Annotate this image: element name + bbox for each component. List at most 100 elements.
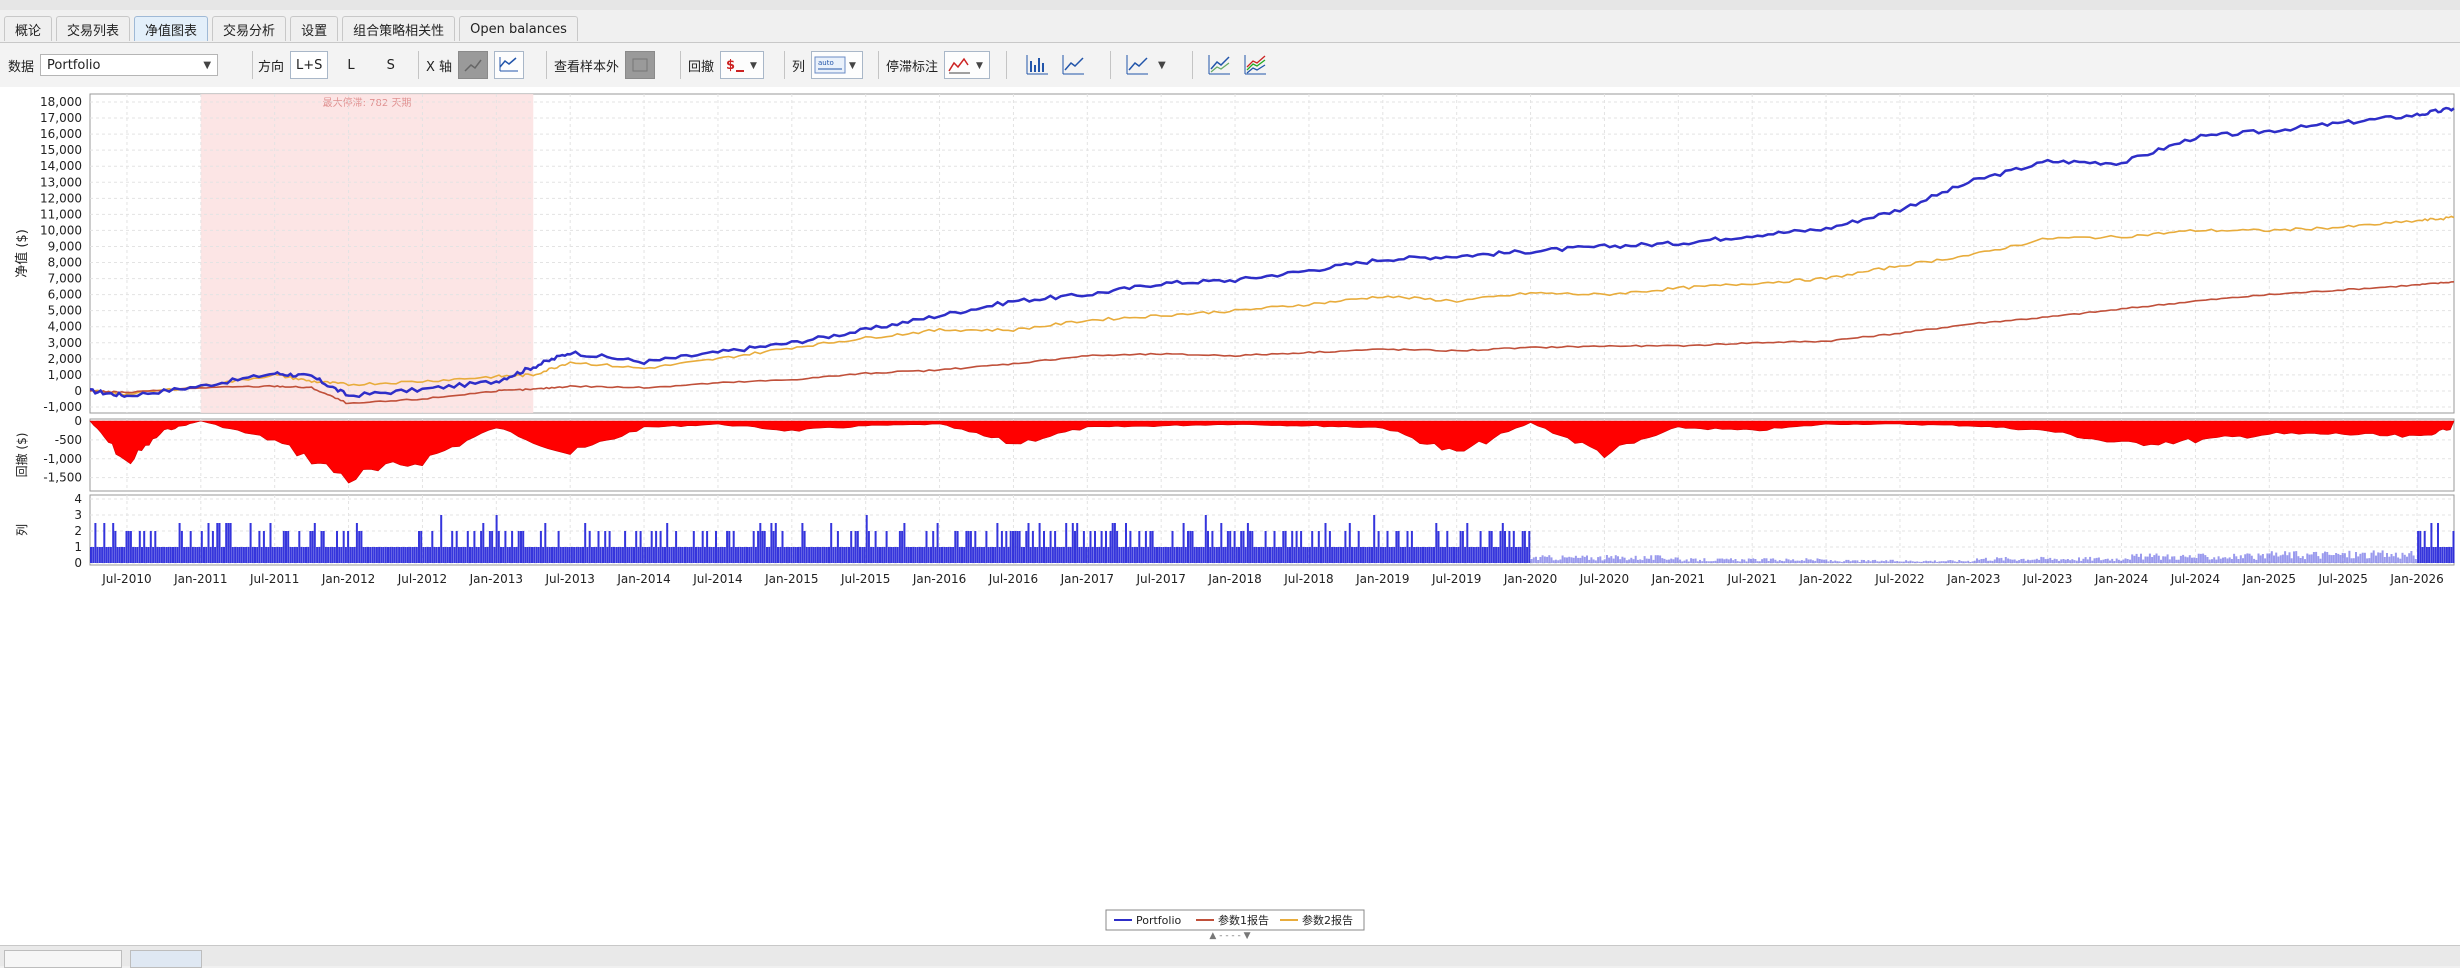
bar [2414,559,2417,563]
bar [1758,561,1761,563]
bar [2080,560,2083,563]
drawdown-dollar-icon[interactable]: $ ▼ [720,51,765,79]
bar [134,547,137,563]
compare-portfolio-icon[interactable] [1204,51,1234,79]
xaxis-trades-icon[interactable] [458,51,489,79]
bar [2129,559,2131,563]
xtick-label: Jul-2021 [1727,572,1777,586]
bar [1683,560,1686,563]
bar [1153,547,1156,563]
bar [969,531,972,563]
bar [1550,557,1553,563]
bottom-tab-active[interactable] [130,950,202,968]
bar [211,531,214,563]
bar [1215,547,1218,563]
bar [799,547,802,563]
bar [2213,557,2216,563]
bar [697,547,700,563]
bar [546,547,549,563]
bar [2297,556,2300,563]
tab-settings[interactable]: 设置 [290,16,339,41]
chevron-down-icon: ▼ [203,59,212,71]
tab-equity-chart[interactable]: 净值图表 [134,16,209,41]
direction-option-ls[interactable]: L+S [290,51,329,79]
line-chart-icon[interactable] [1058,51,1088,79]
bar [138,531,141,563]
bar [1003,547,1006,563]
bar [996,523,999,563]
bar [1094,531,1096,563]
out-of-sample-icon[interactable] [625,51,656,79]
tab-trade-analysis[interactable]: 交易分析 [212,16,287,41]
compare-all-icon[interactable] [1240,51,1270,79]
bar [2058,560,2060,563]
tab-open-balances[interactable]: Open balances [459,16,578,41]
bar [2060,559,2063,563]
bar [1661,558,1664,563]
bar [1455,547,1458,563]
bar [2259,555,2262,563]
bar [1964,561,1967,563]
bottom-tab[interactable] [4,950,122,968]
bar [2348,550,2351,563]
bar [2288,552,2291,563]
bar [1133,547,1136,563]
bar [963,547,966,563]
bar [424,547,427,563]
drawdown-ytick-label: 0 [74,414,82,428]
bar [1816,558,1819,563]
direction-option-l[interactable]: L [347,57,355,73]
bar [2321,553,2324,563]
overlay-chart-icon[interactable] [1122,51,1152,79]
bar [1342,547,1345,563]
tab-overview[interactable]: 概论 [4,16,53,41]
bar [1448,547,1451,563]
bar [1211,531,1214,563]
bar [163,547,166,563]
data-select[interactable]: Portfolio ▼ [40,54,219,76]
bar [2166,554,2169,563]
bar [1422,547,1424,563]
bar [1976,558,1978,563]
bar [1284,531,1287,563]
bar [1218,547,1221,563]
bar [1818,559,1821,563]
bar [2286,555,2289,563]
bar [1599,556,1602,563]
stagnation-icon[interactable]: ▼ [944,51,991,79]
xtick-label: Jul-2012 [397,572,447,586]
bar [777,547,779,563]
bar [2033,559,2036,563]
bar [109,547,112,563]
bar [262,531,265,563]
bar [373,547,376,563]
bar [1506,547,1509,563]
bar [1273,531,1276,563]
bar [1111,523,1114,563]
column-auto-text: auto [818,59,834,67]
tab-correlation[interactable]: 组合策略相关性 [342,16,456,41]
bar [129,531,132,563]
bar [225,523,228,563]
bar [1916,561,1919,563]
bar [477,547,480,563]
bar [1668,559,1670,563]
bar [347,531,350,563]
bar-chart-icon[interactable] [1022,51,1052,79]
bar [961,547,963,563]
bar [1144,531,1147,563]
chevron-down-icon[interactable]: ▼ [1158,59,1166,71]
bar [1701,561,1704,563]
bar [1630,557,1633,563]
bar [2053,558,2056,563]
xaxis-time-icon[interactable] [494,51,525,79]
overlay-group: ▼ [1122,43,1166,87]
direction-option-s[interactable]: S [386,57,395,73]
bars-ytick-label: 4 [74,492,82,506]
bar [473,531,476,563]
column-auto-icon[interactable]: auto ▼ [811,51,864,79]
bar [2109,560,2111,563]
bar [1202,547,1205,563]
tab-trade-list[interactable]: 交易列表 [56,16,131,41]
bar [2379,552,2382,563]
